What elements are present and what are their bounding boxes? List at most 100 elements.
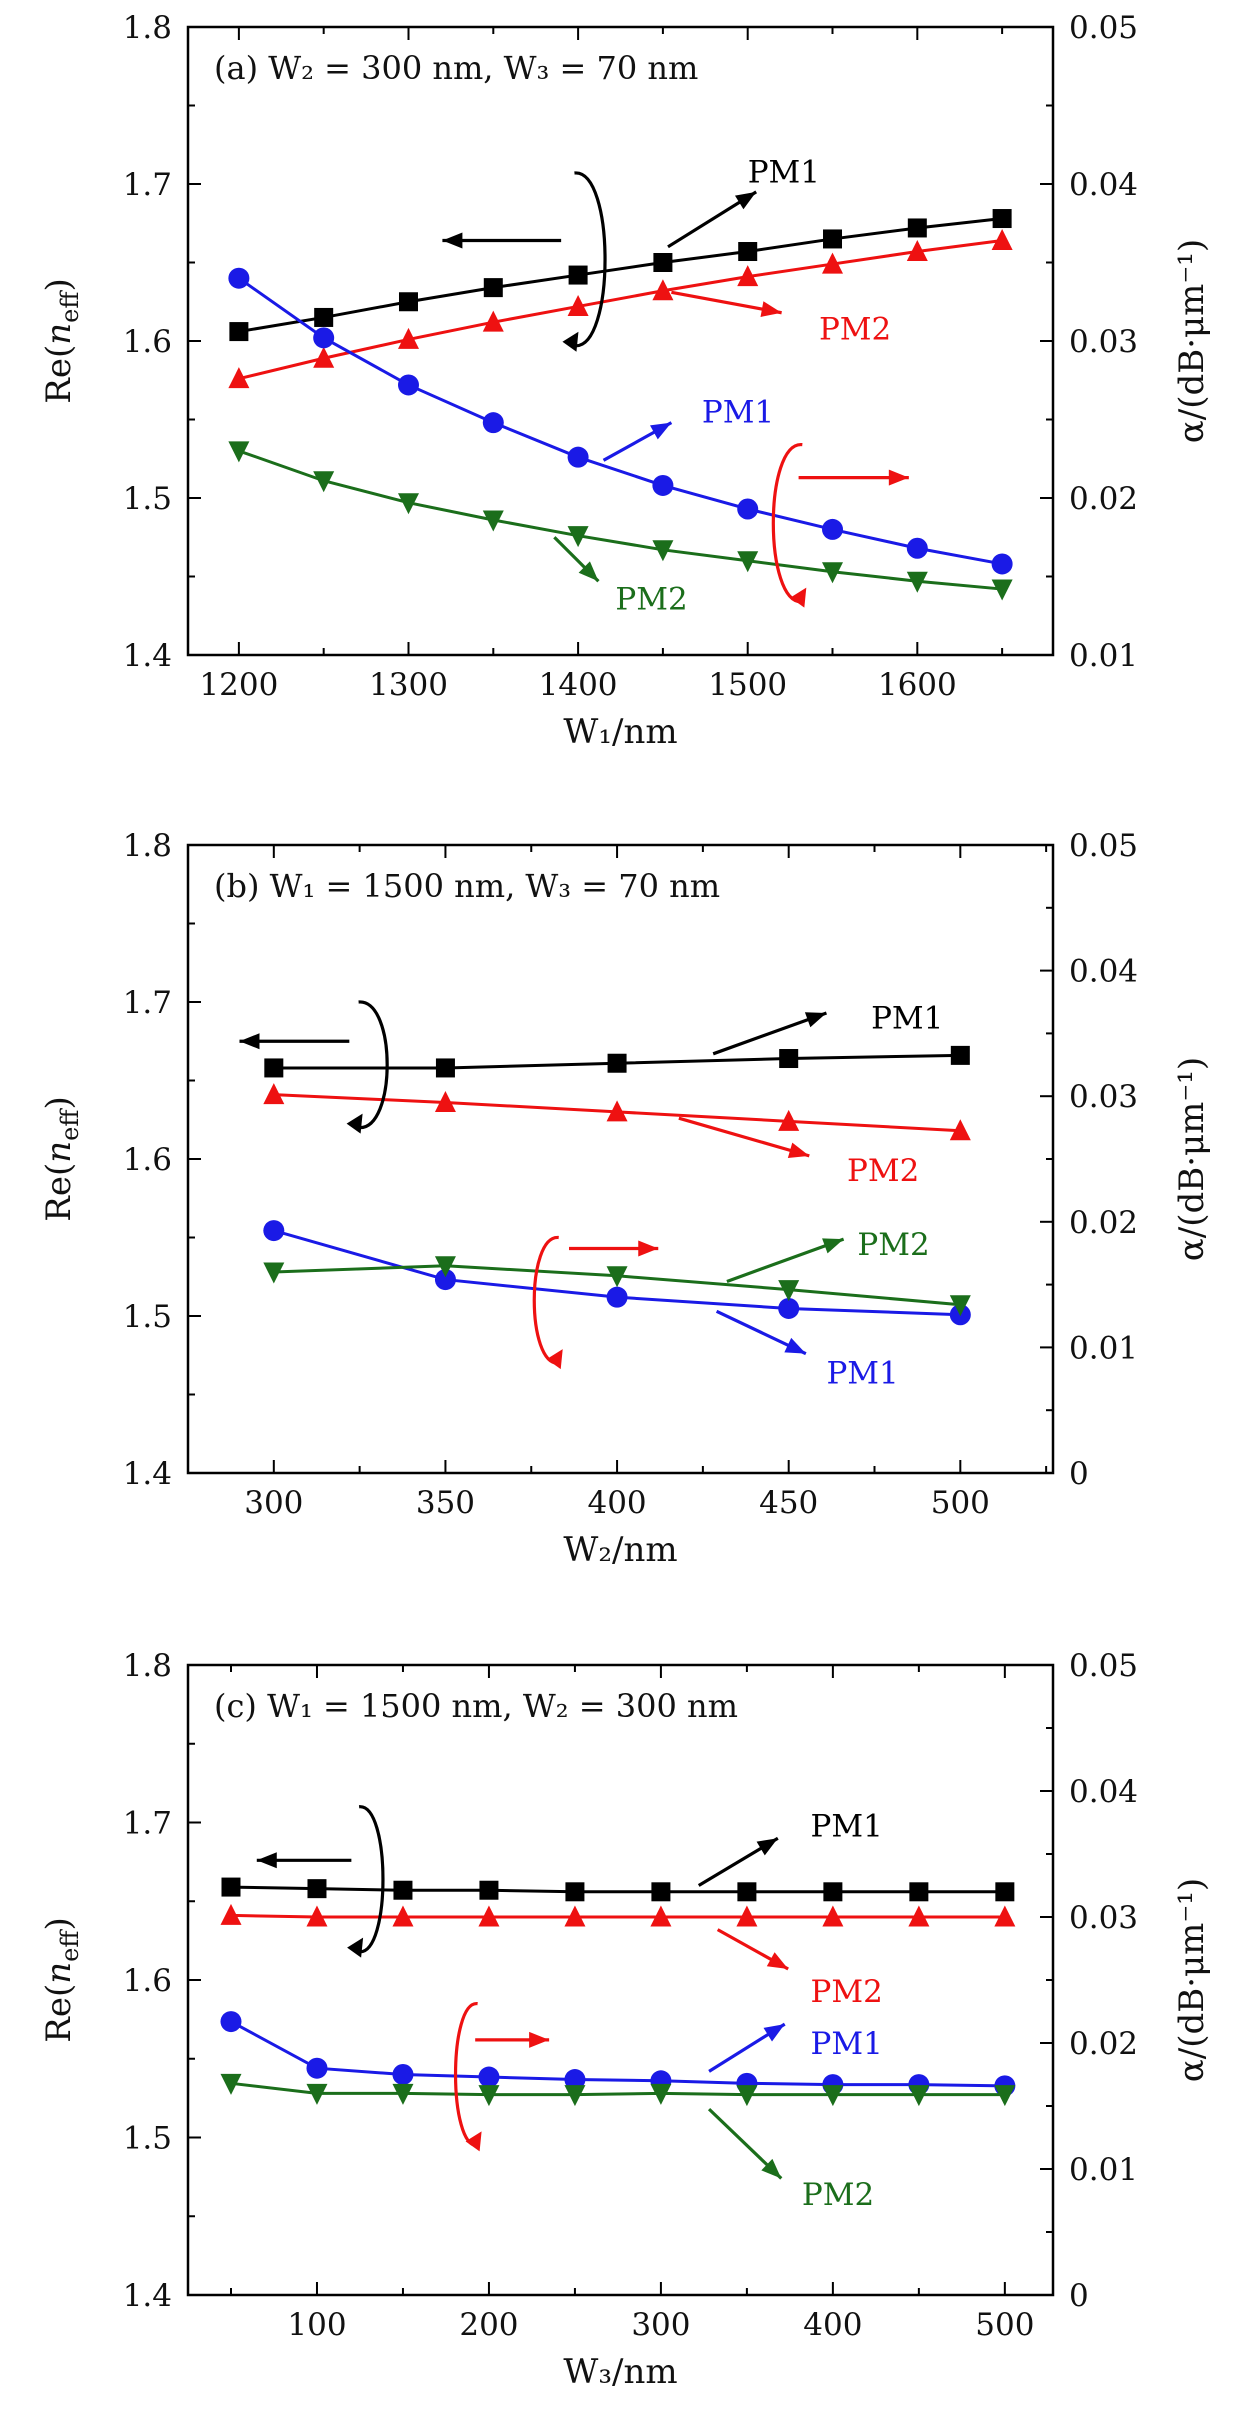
data-point (392, 1905, 414, 1927)
y-left-tick-label: 1.6 (123, 1963, 172, 1999)
y-right-tick-label: 0.02 (1069, 1205, 1138, 1241)
data-point (313, 346, 335, 368)
data-point (736, 1905, 758, 1927)
axis-direction-arrow (239, 1033, 350, 1050)
data-point (737, 265, 759, 287)
data-point (564, 2085, 586, 2107)
data-point (397, 374, 419, 396)
annotation-arrow (716, 1928, 789, 1971)
series-line (230, 2020, 1005, 2088)
panel-c: 100 200 300 400 500 1.4 1.5 1.6 1.7 1.8 0 0.01 0.02 0… (39, 1648, 1212, 2392)
data-point (565, 1882, 585, 1902)
data-point (482, 310, 504, 332)
axis-indicator-left (239, 1000, 389, 1134)
data-point (313, 471, 335, 493)
y-left-tick-label: 1.8 (123, 10, 172, 46)
curved-arrow (771, 443, 803, 604)
data-point (652, 540, 674, 562)
annotation-arrow (715, 1309, 807, 1356)
y-right-tick-label: 0.01 (1069, 638, 1138, 674)
series-line (230, 2081, 1005, 2097)
panel-title: (a) W₂ = 300 nm, W₃ = 70 nm (214, 49, 698, 87)
data-point (434, 1269, 456, 1291)
curved-arrow (532, 1235, 559, 1365)
data-point (220, 1903, 242, 1925)
data-point (482, 412, 504, 434)
data-point (263, 1262, 285, 1284)
series-green-triangle-down (220, 2073, 1016, 2107)
curved-arrow-head (562, 331, 579, 352)
data-point (991, 553, 1013, 575)
data-point (822, 2085, 844, 2107)
curved-arrow-head (465, 2131, 482, 2152)
data-point (909, 1882, 929, 1902)
data-point (906, 571, 928, 593)
curved-arrow (454, 2002, 478, 2147)
axis-indicator-right (454, 2002, 550, 2152)
series-red-triangle-up (220, 1903, 1016, 1927)
annotation-label: PM1 (811, 2026, 883, 2062)
series-line (238, 239, 1003, 381)
y-left-tick-label: 1.6 (123, 324, 172, 360)
axis-indicator-left (442, 171, 607, 352)
x-tick-label: 1200 (199, 667, 278, 703)
data-point (991, 229, 1013, 251)
data-point (478, 2066, 500, 2088)
data-point (228, 367, 250, 389)
axis-direction-arrow (475, 2031, 550, 2048)
data-point (482, 510, 504, 532)
data-point (478, 2085, 500, 2107)
x-tick-label: 1300 (369, 667, 448, 703)
data-point (434, 1090, 456, 1112)
data-point (479, 1880, 499, 1900)
y-left-tick-label: 1.8 (123, 828, 172, 864)
curved-arrow-head (347, 1937, 364, 1958)
data-point (908, 2085, 930, 2107)
data-point (263, 1083, 285, 1105)
plot-frame (186, 1663, 1055, 2297)
axis-direction-arrow (442, 232, 562, 249)
y-right-tick-label: 0.04 (1069, 167, 1138, 203)
x-tick-label: 100 (287, 2307, 346, 2343)
x-tick-label: 400 (803, 2307, 862, 2343)
annotation-arrow (707, 2107, 783, 2180)
y-left-tick-label: 1.4 (123, 638, 172, 674)
y-left-tick-label: 1.7 (123, 1806, 172, 1842)
data-point (229, 322, 249, 342)
curved-arrow (574, 171, 607, 348)
annotation-arrow (708, 2022, 786, 2073)
y-left-tick-label: 1.5 (123, 2121, 172, 2157)
series-black-square (229, 209, 1012, 342)
annotation-label: PM2 (802, 2177, 874, 2213)
data-point (822, 1905, 844, 1927)
axis-direction-arrow (569, 1240, 659, 1257)
annotation-arrow (678, 1116, 810, 1158)
data-point (778, 1280, 800, 1302)
panel-title: (c) W₁ = 1500 nm, W₂ = 300 nm (214, 1687, 738, 1725)
data-point (393, 1880, 413, 1900)
data-point (392, 2064, 414, 2085)
series-green-triangle-down (263, 1256, 971, 1317)
x-tick-label: 300 (244, 1485, 303, 1521)
data-point (778, 1297, 800, 1319)
data-point (736, 2085, 758, 2107)
x-axis-label: W₂/nm (563, 1530, 677, 1570)
data-point (994, 1905, 1016, 1927)
series-red-triangle-up (263, 1083, 971, 1141)
series-black-square (221, 1877, 1015, 1902)
data-point (651, 1882, 671, 1902)
series-red-triangle-up (228, 229, 1013, 389)
data-point (652, 474, 674, 496)
y-left-tick-label: 1.5 (123, 481, 172, 517)
series-blue-circle (228, 267, 1013, 575)
annotation-arrow (602, 421, 673, 462)
x-axis-label: W₃/nm (563, 2352, 677, 2392)
annotation-arrow (553, 536, 600, 583)
y-right-tick-label: 0 (1069, 1456, 1089, 1492)
annotation-label: PM1 (871, 1001, 943, 1037)
series-line (238, 217, 1003, 334)
data-point (737, 551, 759, 573)
data-point (779, 1049, 799, 1069)
series-green-triangle-down (228, 441, 1013, 601)
